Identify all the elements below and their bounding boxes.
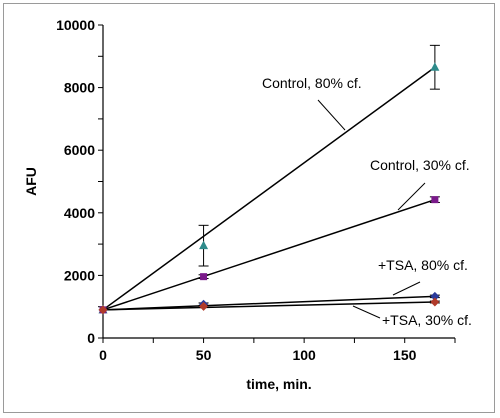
annotation-leader xyxy=(397,182,426,211)
x-tick-label: 150 xyxy=(393,347,417,363)
x-tick-label: 100 xyxy=(292,347,316,363)
series-annotation: +TSA, 80% cf. xyxy=(378,257,468,273)
annotation-leader xyxy=(352,305,381,319)
y-tick-label: 8000 xyxy=(64,80,95,96)
data-point xyxy=(430,291,440,301)
fit-line xyxy=(102,301,435,311)
data-point xyxy=(431,196,439,204)
series-annotation: Control, 30% cf. xyxy=(370,157,470,173)
y-axis-label: AFU xyxy=(23,167,39,196)
data-point xyxy=(199,240,209,250)
fit-line xyxy=(102,66,436,311)
y-tick-label: 2000 xyxy=(64,267,95,283)
data-point xyxy=(98,305,108,315)
annotation-leader xyxy=(317,99,346,131)
data-point xyxy=(430,297,440,307)
x-tick-label: 0 xyxy=(99,347,107,363)
x-axis-label: time, min. xyxy=(246,376,311,392)
y-tick-label: 0 xyxy=(87,330,95,346)
series-annotation: Control, 80% cf. xyxy=(262,75,362,91)
fit-lines xyxy=(102,66,436,311)
data-point xyxy=(199,301,209,311)
annotation-leader xyxy=(392,281,421,296)
data-point xyxy=(200,273,208,281)
data-point xyxy=(430,62,440,71)
data-markers xyxy=(98,62,440,315)
axes: 0 2000 4000 6000 8000 10000 0 50 100 150 xyxy=(56,17,456,363)
y-tick-label: 4000 xyxy=(64,205,95,221)
chart-frame xyxy=(3,3,495,413)
series-annotation: +TSA, 30% cf. xyxy=(382,312,472,328)
x-tick-label: 50 xyxy=(196,347,212,363)
y-tick-label: 6000 xyxy=(64,142,95,158)
fit-line xyxy=(102,198,436,311)
y-tick-label: 10000 xyxy=(56,17,95,33)
fit-line xyxy=(102,295,435,311)
annotations: Control, 80% cf. Control, 30% cf. +TSA, 80… xyxy=(262,75,472,328)
